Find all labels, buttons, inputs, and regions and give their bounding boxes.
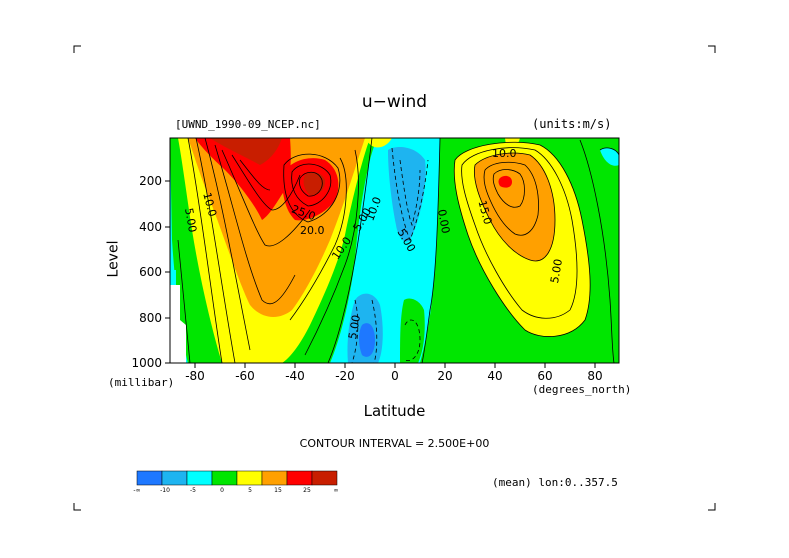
x-tick-label: 40 bbox=[487, 369, 502, 383]
colorbar-label: 0 bbox=[220, 487, 224, 494]
colorbar-swatch bbox=[261, 470, 288, 486]
contour-interval-label: CONTOUR INTERVAL = 2.500E+00 bbox=[299, 437, 490, 450]
x-tick-label: 60 bbox=[537, 369, 552, 383]
x-unit-label: (degrees_north) bbox=[532, 383, 632, 396]
y-tick-label: 400 bbox=[139, 220, 162, 234]
colorbar-swatch bbox=[161, 470, 188, 486]
colorbar-label: 15 bbox=[274, 487, 282, 494]
colorbar-label: 5 bbox=[248, 487, 252, 494]
y-tick-label: 600 bbox=[139, 265, 162, 279]
contour-label: 5.00 bbox=[346, 314, 363, 340]
tick-labels: -80 -60 -40 -20 0 20 40 60 80 200 400 60… bbox=[131, 174, 602, 383]
colorbar-label: -10 bbox=[160, 487, 170, 494]
colorbar-swatch bbox=[186, 470, 213, 486]
contour-lines bbox=[177, 138, 619, 363]
contour-label: 15.0 bbox=[475, 199, 494, 226]
contour-label: 10.0 bbox=[492, 147, 517, 160]
mean-label: (mean) lon:0..357.5 bbox=[492, 476, 618, 489]
y-tick-label: 1000 bbox=[131, 356, 162, 370]
colorbar-swatch bbox=[236, 470, 263, 486]
colorbar-swatch bbox=[136, 470, 163, 486]
contour-label: 5.00 bbox=[182, 207, 199, 233]
axis-ticks bbox=[165, 180, 596, 368]
x-tick-label: 0 bbox=[391, 369, 399, 383]
x-tick-label: 20 bbox=[437, 369, 452, 383]
file-label: [UWND_1990-09_NCEP.nc] bbox=[175, 118, 321, 131]
units-label: (units:m/s) bbox=[532, 117, 612, 131]
x-tick-label: -80 bbox=[185, 369, 205, 383]
contour-label: 20.0 bbox=[300, 224, 325, 237]
y-tick-label: 200 bbox=[139, 174, 162, 188]
colorbar-label: 25 bbox=[303, 487, 311, 494]
contour-label: 0.00 bbox=[435, 208, 452, 234]
x-tick-label: 80 bbox=[587, 369, 602, 383]
x-tick-label: -40 bbox=[285, 369, 305, 383]
x-tick-label: -20 bbox=[335, 369, 355, 383]
colorbar-swatch bbox=[286, 470, 313, 486]
contour-label: 5.00 bbox=[548, 258, 565, 284]
chart-title: u−wind bbox=[361, 92, 428, 112]
x-axis-label: Latitude bbox=[363, 402, 426, 420]
colorbar-swatch bbox=[311, 470, 338, 486]
y-unit-label: (millibar) bbox=[108, 376, 175, 389]
colorbar-swatch bbox=[211, 470, 238, 486]
colorbar-label: -5 bbox=[190, 487, 196, 494]
contour-label: 10.0 bbox=[200, 191, 219, 218]
colorbar-label: ∞ bbox=[334, 487, 339, 494]
y-tick-label: 800 bbox=[139, 311, 162, 325]
colorbar-label: -∞ bbox=[133, 487, 140, 494]
x-tick-label: -60 bbox=[235, 369, 255, 383]
